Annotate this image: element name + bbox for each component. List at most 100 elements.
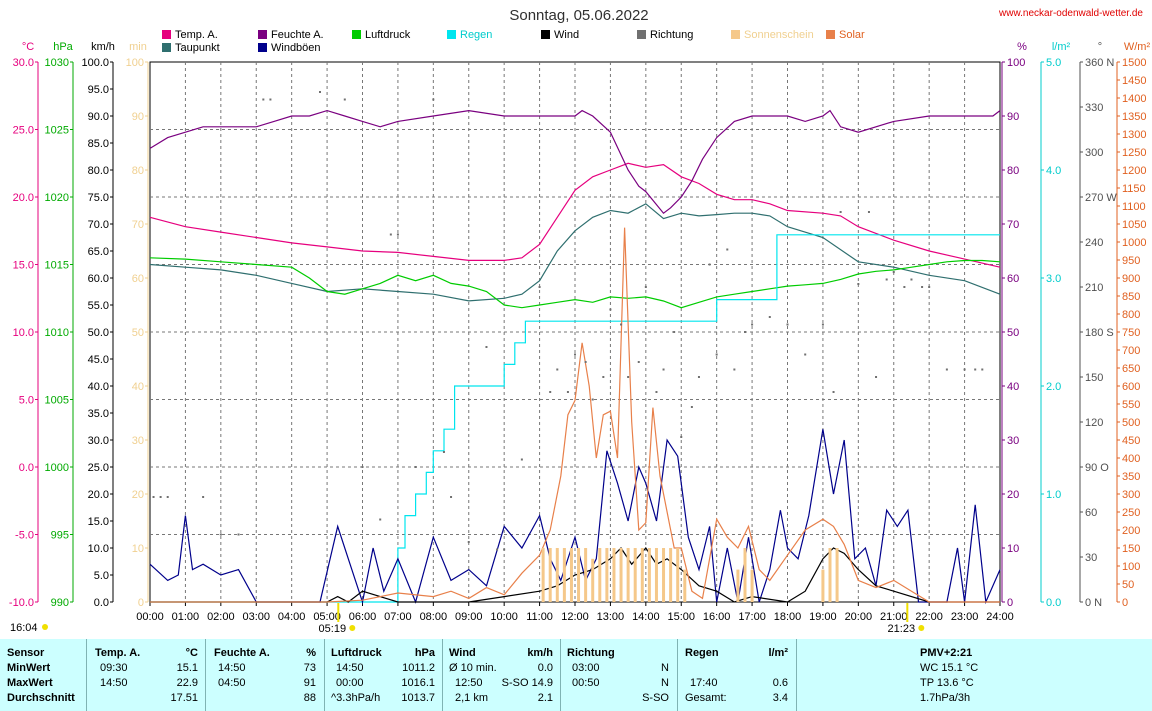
left-axis-tick-label: 1010 xyxy=(45,327,69,339)
right-axis-tick-label: 850 xyxy=(1122,291,1140,303)
x-axis-tick-label: 05:00 xyxy=(313,611,341,623)
min-direction-time: 03:00 xyxy=(572,662,600,674)
right-axis-tick-label: 550 xyxy=(1122,399,1140,411)
header-pressure-unit: hPa xyxy=(414,647,435,659)
max-pressure-value: 1016.1 xyxy=(401,677,435,689)
legend-label: Windböen xyxy=(271,42,321,54)
direction-point xyxy=(566,391,569,393)
left-axis-tick-label: 80 xyxy=(132,165,144,177)
left-axis-tick-label: 1015 xyxy=(45,260,69,272)
right-axis-tick-label: 1300 xyxy=(1122,129,1146,141)
right-axis-tick-label: 350 xyxy=(1122,471,1140,483)
x-axis-tick-label: 17:00 xyxy=(738,611,766,623)
right-axis-tick-label: 0.0 xyxy=(1046,597,1061,609)
direction-point xyxy=(733,368,736,371)
row-label-avg: Durchschnitt xyxy=(7,692,75,704)
direction-point xyxy=(673,331,676,333)
left-axis-tick-label: 45.0 xyxy=(88,354,109,366)
min-humidity-value: 73 xyxy=(303,662,316,674)
direction-point xyxy=(237,533,240,536)
right-axis-tick-label: 70 xyxy=(1007,219,1019,231)
right-axis-tick-label: 1000 xyxy=(1122,237,1146,249)
left-axis-tick-label: 25.0 xyxy=(88,462,109,474)
legend-label: Sonnenschein xyxy=(744,29,814,41)
series-line xyxy=(150,234,1000,603)
max-pressure-time: 00:00 xyxy=(336,677,364,689)
direction-point xyxy=(343,98,346,101)
right-axis-tick-label: 1500 xyxy=(1122,57,1146,69)
x-axis-tick-label: 18:00 xyxy=(774,611,802,623)
right-axis-tick-label: 800 xyxy=(1122,309,1140,321)
right-axis-tick-label: 4.0 xyxy=(1046,165,1061,177)
direction-point xyxy=(202,496,205,498)
chart-title: Sonntag, 05.06.2022 xyxy=(509,7,648,24)
direction-point xyxy=(319,91,321,93)
legend-swatch xyxy=(352,30,361,39)
direction-point xyxy=(432,98,435,101)
direction-point xyxy=(821,323,824,326)
header-temp-unit: °C xyxy=(185,647,198,659)
sunshine-bar xyxy=(577,548,581,602)
direction-point xyxy=(892,271,895,273)
x-axis-tick-label: 01:00 xyxy=(172,611,200,623)
series-sonnenschein xyxy=(541,548,839,602)
left-axis-tick-label: 10 xyxy=(132,543,144,555)
direction-point xyxy=(520,458,523,461)
right-axis-tick-label: 120 xyxy=(1085,417,1103,429)
direction-point xyxy=(442,451,445,453)
left-axis-tick-label: -5.0 xyxy=(15,530,34,542)
left-axis-tick-label: 40.0 xyxy=(88,381,109,393)
left-axis-unit: min xyxy=(129,41,147,53)
right-axis-tick-label: 1400 xyxy=(1122,93,1146,105)
right-axis-unit: ° xyxy=(1098,41,1102,53)
pressure-trend: ^3.3hPa/h xyxy=(331,692,381,704)
left-axis-tick-label: 95.0 xyxy=(88,84,109,96)
legend-label: Wind xyxy=(554,29,579,41)
left-axis-tick-label: 10.0 xyxy=(13,327,34,339)
left-axis-unit: km/h xyxy=(91,41,115,53)
right-axis-tick-label: 50 xyxy=(1007,327,1019,339)
right-axis-tick-label: 0 xyxy=(1122,597,1128,609)
right-axis-tick-label: 650 xyxy=(1122,363,1140,375)
sunrise-label: 05:19 xyxy=(319,623,347,635)
direction-point xyxy=(768,316,771,318)
min-temp-value: 15.1 xyxy=(176,662,198,674)
right-axis-tick-label: 150 xyxy=(1122,543,1140,555)
direction-point xyxy=(715,353,718,356)
right-axis-tick-label: 950 xyxy=(1122,255,1140,267)
x-axis-tick-label: 00:00 xyxy=(136,611,164,623)
direction-point xyxy=(538,286,541,288)
min-pressure-time: 14:50 xyxy=(336,662,364,674)
right-axis-tick-label: 1250 xyxy=(1122,147,1146,159)
max-direction-value: N xyxy=(661,677,669,689)
legend-label: Feuchte A. xyxy=(271,29,324,41)
legend-label: Taupunkt xyxy=(175,42,220,54)
right-axis-tick-label: 700 xyxy=(1122,345,1140,357)
direction-point xyxy=(159,496,162,498)
right-axis-tick-label: 450 xyxy=(1122,435,1140,447)
direction-point xyxy=(584,361,587,363)
legend-swatch xyxy=(258,30,267,39)
right-axis-tick-label: 500 xyxy=(1122,417,1140,429)
right-axis-tick-label: 3.0 xyxy=(1046,273,1061,285)
x-axis-tick-label: 12:00 xyxy=(561,611,589,623)
left-axis-tick-label: 1030 xyxy=(45,57,69,69)
legend-label: Regen xyxy=(460,29,492,41)
chart-series xyxy=(149,91,1001,605)
legend-label: Luftdruck xyxy=(365,29,411,41)
website-link[interactable]: www.neckar-odenwald-wetter.de xyxy=(998,8,1143,19)
sunshine-bar xyxy=(619,548,623,602)
max-direction-time: 00:50 xyxy=(572,677,600,689)
sun-icon xyxy=(349,625,356,631)
left-axis-tick-label: 995 xyxy=(51,530,69,542)
left-axis-tick-label: 50.0 xyxy=(88,327,109,339)
header-humidity: Feuchte A. xyxy=(214,647,270,659)
left-axis-tick-label: 60 xyxy=(132,273,144,285)
legend-label: Richtung xyxy=(650,29,693,41)
left-axis-tick-label: 15.0 xyxy=(13,260,34,272)
right-axis-tick-label: 270 W xyxy=(1085,192,1117,204)
direction-point xyxy=(910,278,913,281)
direction-point xyxy=(804,353,807,356)
left-axis-tick-label: 15.0 xyxy=(88,516,109,528)
right-axis-tick-label: 2.0 xyxy=(1046,381,1061,393)
